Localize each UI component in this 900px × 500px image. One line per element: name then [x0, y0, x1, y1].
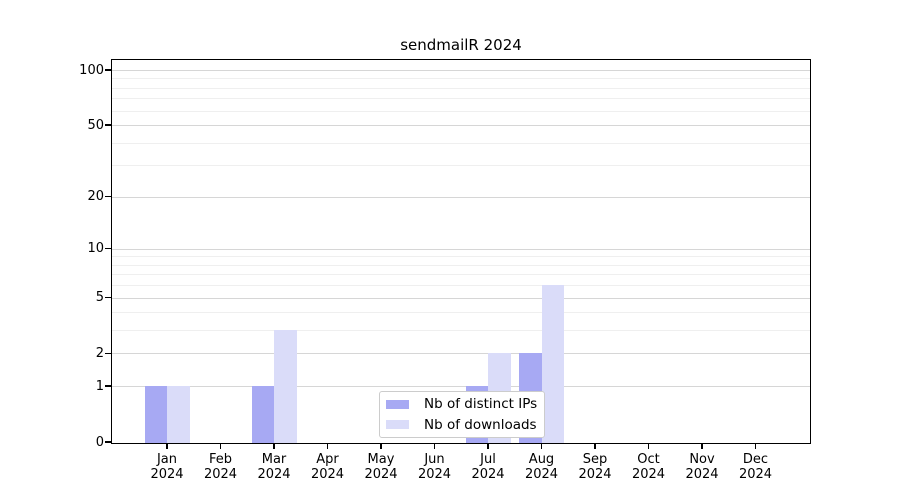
- y-tick-2: [105, 352, 112, 355]
- y-tick-5: [105, 296, 112, 299]
- major-gridline-2: [112, 353, 810, 355]
- plot-area: [111, 59, 811, 444]
- y-tick-label-50: 50: [87, 117, 104, 133]
- y-tick-label-0: 0: [95, 434, 104, 450]
- minor-gridline-7: [112, 274, 810, 276]
- x-tick-label-feb: Feb 2024: [203, 452, 238, 482]
- legend-swatch-downloads-icon: [386, 420, 409, 430]
- major-gridline-1: [112, 386, 810, 388]
- x-tick-dec: [754, 443, 757, 449]
- x-tick-label-nov: Nov 2024: [685, 452, 719, 482]
- bar-mar-nb-of-downloads: [274, 330, 297, 443]
- legend-label-downloads: Nb of downloads: [424, 416, 537, 433]
- x-tick-sep: [594, 443, 596, 449]
- x-tick-label-sep: Sep 2024: [578, 452, 612, 482]
- major-gridline-5: [112, 297, 810, 299]
- x-tick-may: [380, 443, 382, 449]
- y-tick-20: [105, 195, 112, 198]
- chart-title: sendmailR 2024: [400, 36, 522, 54]
- x-tick-jul: [487, 443, 489, 449]
- legend-label-distinct-ips: Nb of distinct IPs: [424, 396, 538, 413]
- y-tick-0: [105, 441, 112, 443]
- y-tick-1: [105, 385, 112, 387]
- x-tick-label-may: May 2024: [364, 452, 398, 482]
- minor-gridline-90: [112, 78, 810, 80]
- legend-item-distinct-ips: Nb of distinct IPs: [386, 396, 544, 412]
- legend-swatch-distinct-ips-icon: [386, 399, 409, 409]
- bar-mar-nb-of-distinct-ips: [251, 386, 274, 443]
- y-tick-100: [105, 69, 112, 71]
- x-tick-jun: [433, 443, 436, 449]
- x-tick-jan: [166, 443, 168, 449]
- y-tick-label-1: 1: [95, 378, 104, 394]
- x-tick-feb: [219, 443, 222, 449]
- bar-aug-nb-of-downloads: [541, 285, 564, 443]
- major-gridline-100: [112, 70, 810, 71]
- minor-gridline-6: [112, 285, 810, 287]
- x-tick-label-jul: Jul 2024: [471, 452, 505, 482]
- y-tick-10: [105, 248, 112, 250]
- y-tick-label-5: 5: [95, 290, 104, 306]
- x-tick-label-mar: Mar 2024: [257, 452, 291, 482]
- x-tick-label-apr: Apr 2024: [310, 452, 345, 482]
- x-tick-apr: [326, 443, 329, 449]
- x-tick-label-oct: Oct 2024: [631, 452, 666, 482]
- legend-item-downloads: Nb of downloads: [386, 417, 544, 433]
- x-tick-oct: [647, 443, 650, 449]
- major-gridline-10: [112, 248, 810, 250]
- major-gridline-50: [112, 125, 810, 127]
- y-tick-label-2: 2: [95, 345, 104, 361]
- x-tick-label-dec: Dec 2024: [738, 452, 773, 482]
- minor-gridline-8: [112, 264, 810, 266]
- x-tick-label-jan: Jan 2024: [150, 452, 184, 482]
- y-tick-label-10: 10: [87, 241, 104, 257]
- minor-gridline-60: [112, 110, 810, 112]
- bar-jan-nb-of-distinct-ips: [144, 386, 167, 443]
- y-tick-50: [105, 124, 112, 126]
- minor-gridline-70: [112, 98, 810, 100]
- x-tick-label-aug: Aug 2024: [524, 452, 559, 482]
- minor-gridline-4: [112, 312, 810, 314]
- x-tick-nov: [701, 443, 703, 449]
- minor-gridline-40: [112, 142, 810, 144]
- legend: Nb of distinct IPs Nb of downloads: [379, 391, 545, 438]
- bar-jan-nb-of-downloads: [167, 386, 190, 443]
- minor-gridline-80: [112, 87, 810, 89]
- minor-gridline-9: [112, 256, 810, 258]
- x-tick-aug: [540, 443, 543, 449]
- y-tick-label-20: 20: [87, 189, 104, 205]
- minor-gridline-3: [112, 330, 810, 332]
- minor-gridline-30: [112, 165, 810, 167]
- x-tick-label-jun: Jun 2024: [417, 452, 452, 482]
- x-tick-mar: [273, 443, 275, 449]
- major-gridline-20: [112, 196, 810, 198]
- y-tick-label-100: 100: [79, 62, 104, 78]
